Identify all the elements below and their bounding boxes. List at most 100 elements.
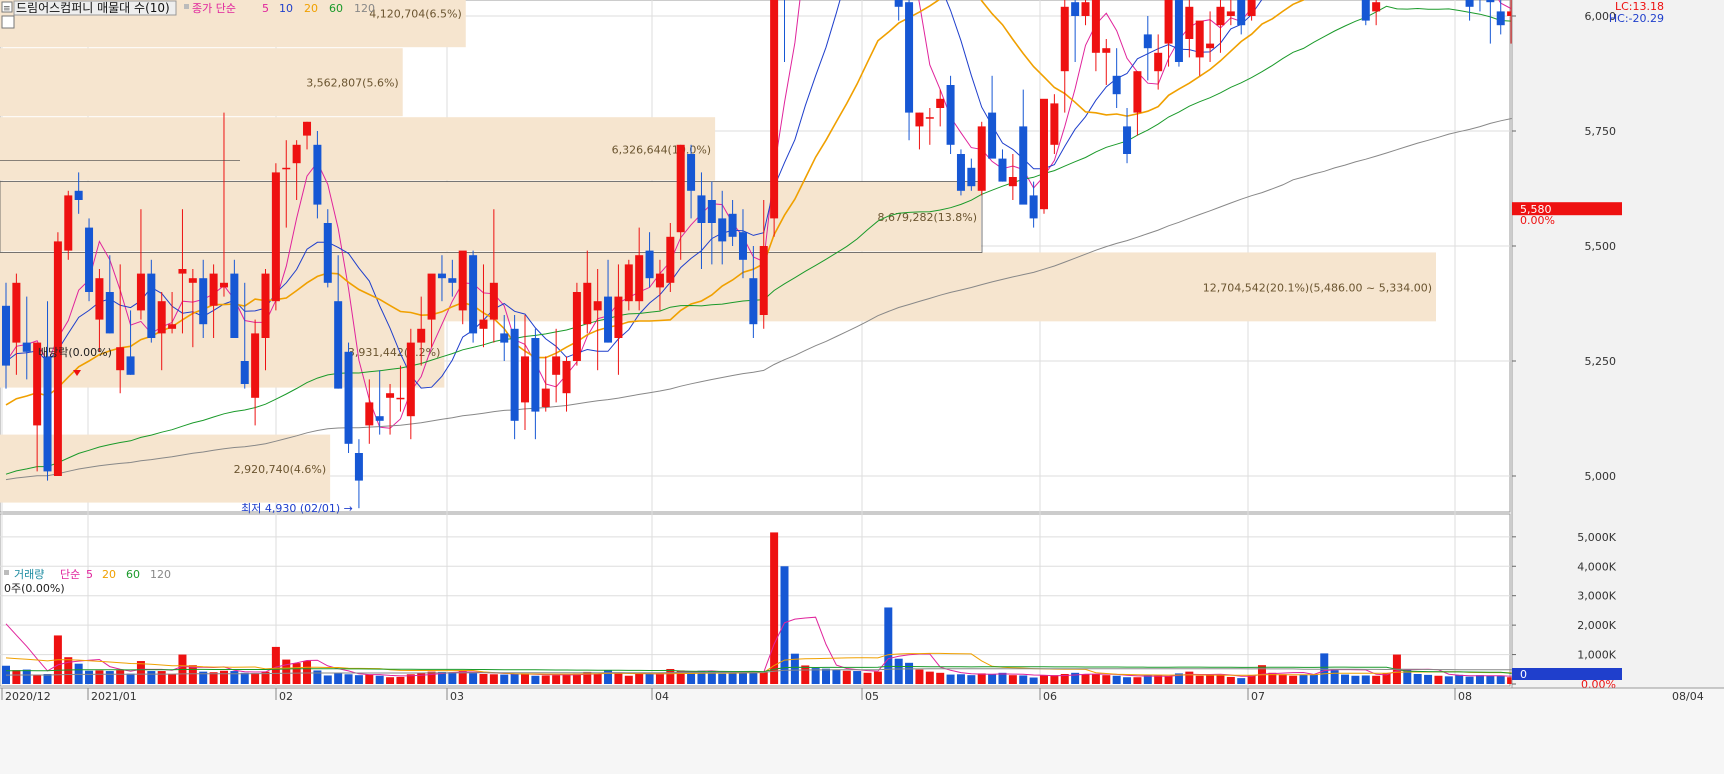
candle[interactable]: [157, 292, 166, 371]
volume-bar[interactable]: [1040, 675, 1048, 684]
candle[interactable]: [1361, 0, 1370, 26]
volume-bar[interactable]: [136, 661, 145, 684]
volume-bar[interactable]: [1112, 675, 1121, 684]
candle[interactable]: [635, 227, 644, 311]
candle[interactable]: [105, 255, 114, 334]
candle[interactable]: [614, 264, 623, 375]
menu-icon[interactable]: [1, 1, 13, 13]
volume-bar[interactable]: [1309, 674, 1318, 684]
candle[interactable]: [956, 149, 965, 196]
candle[interactable]: [998, 149, 1007, 182]
volume-bar[interactable]: [884, 607, 893, 684]
volume-bar[interactable]: [344, 674, 353, 684]
volume-bar[interactable]: [1403, 669, 1412, 684]
volume-bar[interactable]: [936, 672, 945, 684]
volume-bar[interactable]: [1444, 676, 1453, 684]
volume-bar[interactable]: [386, 677, 395, 684]
candle[interactable]: [354, 439, 363, 509]
volume-bar[interactable]: [1185, 671, 1194, 684]
volume-bar[interactable]: [219, 670, 228, 684]
candle[interactable]: [738, 209, 747, 279]
volume-bar[interactable]: [905, 662, 914, 684]
candle[interactable]: [925, 108, 934, 145]
volume-bar[interactable]: [614, 673, 623, 684]
volume-bar[interactable]: [759, 671, 768, 684]
candle[interactable]: [1029, 181, 1038, 228]
candle[interactable]: [676, 144, 685, 260]
candle[interactable]: [1226, 0, 1235, 26]
volume-bar[interactable]: [437, 671, 446, 684]
volume-bars[interactable]: [2, 532, 1724, 684]
candle[interactable]: [417, 296, 426, 366]
candle[interactable]: [967, 158, 976, 191]
volume-bar[interactable]: [697, 670, 706, 684]
candle[interactable]: [977, 121, 986, 196]
volume-bar[interactable]: [230, 671, 239, 684]
volume-bar[interactable]: [572, 673, 581, 684]
candle[interactable]: [1154, 34, 1163, 90]
volume-bar[interactable]: [863, 672, 872, 684]
candle[interactable]: [240, 282, 249, 389]
volume-bar[interactable]: [728, 673, 737, 684]
volume-bar[interactable]: [562, 674, 571, 684]
volume-bar[interactable]: [707, 671, 716, 684]
candle[interactable]: [53, 232, 62, 476]
volume-bar[interactable]: [1102, 675, 1111, 684]
volume-bar[interactable]: [126, 673, 135, 684]
candle[interactable]: [936, 89, 945, 127]
candle[interactable]: [946, 75, 955, 154]
volume-bar[interactable]: [718, 673, 727, 684]
volume-bar[interactable]: [790, 653, 799, 684]
volume-bar[interactable]: [479, 673, 488, 684]
candle[interactable]: [136, 209, 145, 320]
candle[interactable]: [147, 259, 156, 343]
volume-bar[interactable]: [1486, 675, 1495, 684]
candle[interactable]: [562, 356, 571, 412]
candle[interactable]: [1123, 108, 1132, 164]
volume-bar[interactable]: [666, 668, 675, 684]
volume-bar[interactable]: [323, 675, 332, 684]
volume-bar[interactable]: [1164, 676, 1173, 684]
volume-bar[interactable]: [469, 673, 478, 684]
grid-toggle-icon[interactable]: [1, 15, 15, 29]
candle[interactable]: [707, 181, 716, 265]
candle[interactable]: [303, 121, 312, 150]
volume-bar[interactable]: [1289, 675, 1298, 684]
candle[interactable]: [1143, 16, 1152, 81]
volume-bar[interactable]: [873, 671, 882, 684]
volume-bar[interactable]: [354, 675, 363, 684]
volume-bar[interactable]: [188, 665, 197, 684]
candle[interactable]: [116, 264, 125, 394]
candle[interactable]: [531, 328, 540, 440]
volume-bar[interactable]: [282, 659, 291, 684]
volume-bar[interactable]: [1226, 676, 1235, 684]
candle[interactable]: [1071, 0, 1080, 62]
volume-bar[interactable]: [22, 669, 31, 684]
candle[interactable]: [178, 209, 187, 334]
candle[interactable]: [1185, 0, 1194, 58]
volume-bar[interactable]: [1455, 674, 1464, 684]
candle[interactable]: [126, 310, 135, 375]
volume-bar[interactable]: [1465, 676, 1474, 684]
volume-bar[interactable]: [925, 671, 934, 684]
candle[interactable]: [1133, 71, 1142, 136]
volume-bar[interactable]: [521, 673, 529, 684]
candle[interactable]: [593, 269, 602, 371]
volume-bar[interactable]: [458, 671, 467, 684]
volume-bar[interactable]: [448, 672, 457, 684]
volume-bar[interactable]: [998, 672, 1007, 684]
candle[interactable]: [261, 269, 270, 371]
volume-bar[interactable]: [531, 675, 540, 684]
volume-bar[interactable]: [801, 665, 810, 684]
candle[interactable]: [521, 315, 529, 430]
volume-bar[interactable]: [1372, 675, 1381, 684]
volume-bar[interactable]: [583, 671, 592, 684]
volume-bar[interactable]: [811, 668, 820, 684]
volume-bar[interactable]: [1278, 674, 1287, 684]
candle[interactable]: [1507, 0, 1516, 44]
candle[interactable]: [323, 209, 332, 288]
volume-bar[interactable]: [541, 675, 550, 684]
volume-bar[interactable]: [64, 657, 73, 684]
candle[interactable]: [251, 319, 260, 426]
